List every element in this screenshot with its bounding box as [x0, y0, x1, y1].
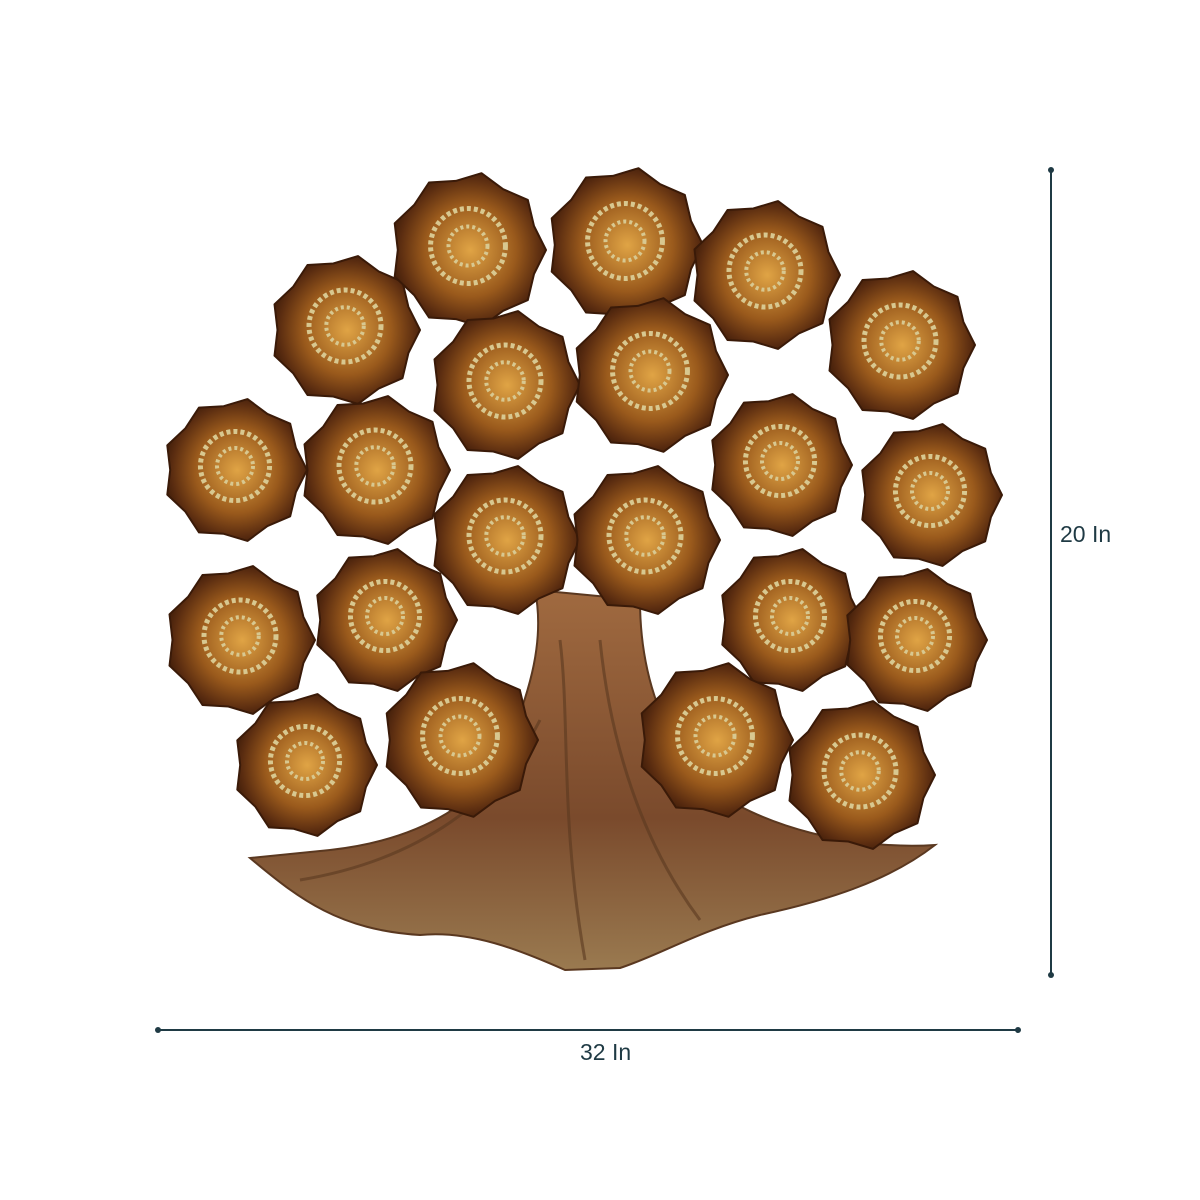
flower [861, 423, 1003, 567]
filigree-center [821, 732, 899, 810]
filigree-center [585, 201, 665, 281]
flower [433, 465, 581, 615]
flower [573, 465, 721, 615]
filigree-center [466, 497, 544, 575]
filigree-center [877, 598, 953, 674]
flower [168, 565, 316, 715]
width-dimension-line [155, 1027, 1021, 1033]
flower [385, 662, 539, 818]
flower [846, 568, 988, 712]
filigree-center [742, 423, 818, 499]
flower [788, 700, 936, 850]
filigree-center [336, 427, 414, 505]
filigree-center [466, 342, 544, 420]
flower [721, 548, 863, 692]
flower [693, 200, 841, 350]
filigree-center [267, 723, 343, 799]
flower [166, 398, 308, 542]
filigree-center [428, 206, 508, 286]
flower [236, 693, 378, 837]
flower [828, 270, 976, 420]
filigree-center [675, 696, 755, 776]
flower [711, 393, 853, 537]
filigree-center [752, 578, 828, 654]
filigree-center [306, 287, 384, 365]
flower [303, 395, 451, 545]
filigree-center [420, 696, 500, 776]
filigree-center [606, 497, 684, 575]
filigree-center [197, 428, 273, 504]
flower [273, 255, 421, 405]
filigree-center [726, 232, 804, 310]
filigree-center [892, 453, 968, 529]
height-dimension-line [1048, 167, 1054, 978]
flower-cluster [166, 167, 1003, 850]
flower [316, 548, 458, 692]
flower [393, 172, 547, 328]
flower [550, 167, 704, 323]
flower [433, 310, 581, 460]
width-label: 32 In [580, 1039, 632, 1065]
filigree-center [347, 578, 423, 654]
height-label: 20 In [1060, 521, 1112, 547]
flower [640, 662, 794, 818]
filigree-center [861, 302, 939, 380]
filigree-center [610, 331, 690, 411]
flower [575, 297, 729, 453]
filigree-center [201, 597, 279, 675]
